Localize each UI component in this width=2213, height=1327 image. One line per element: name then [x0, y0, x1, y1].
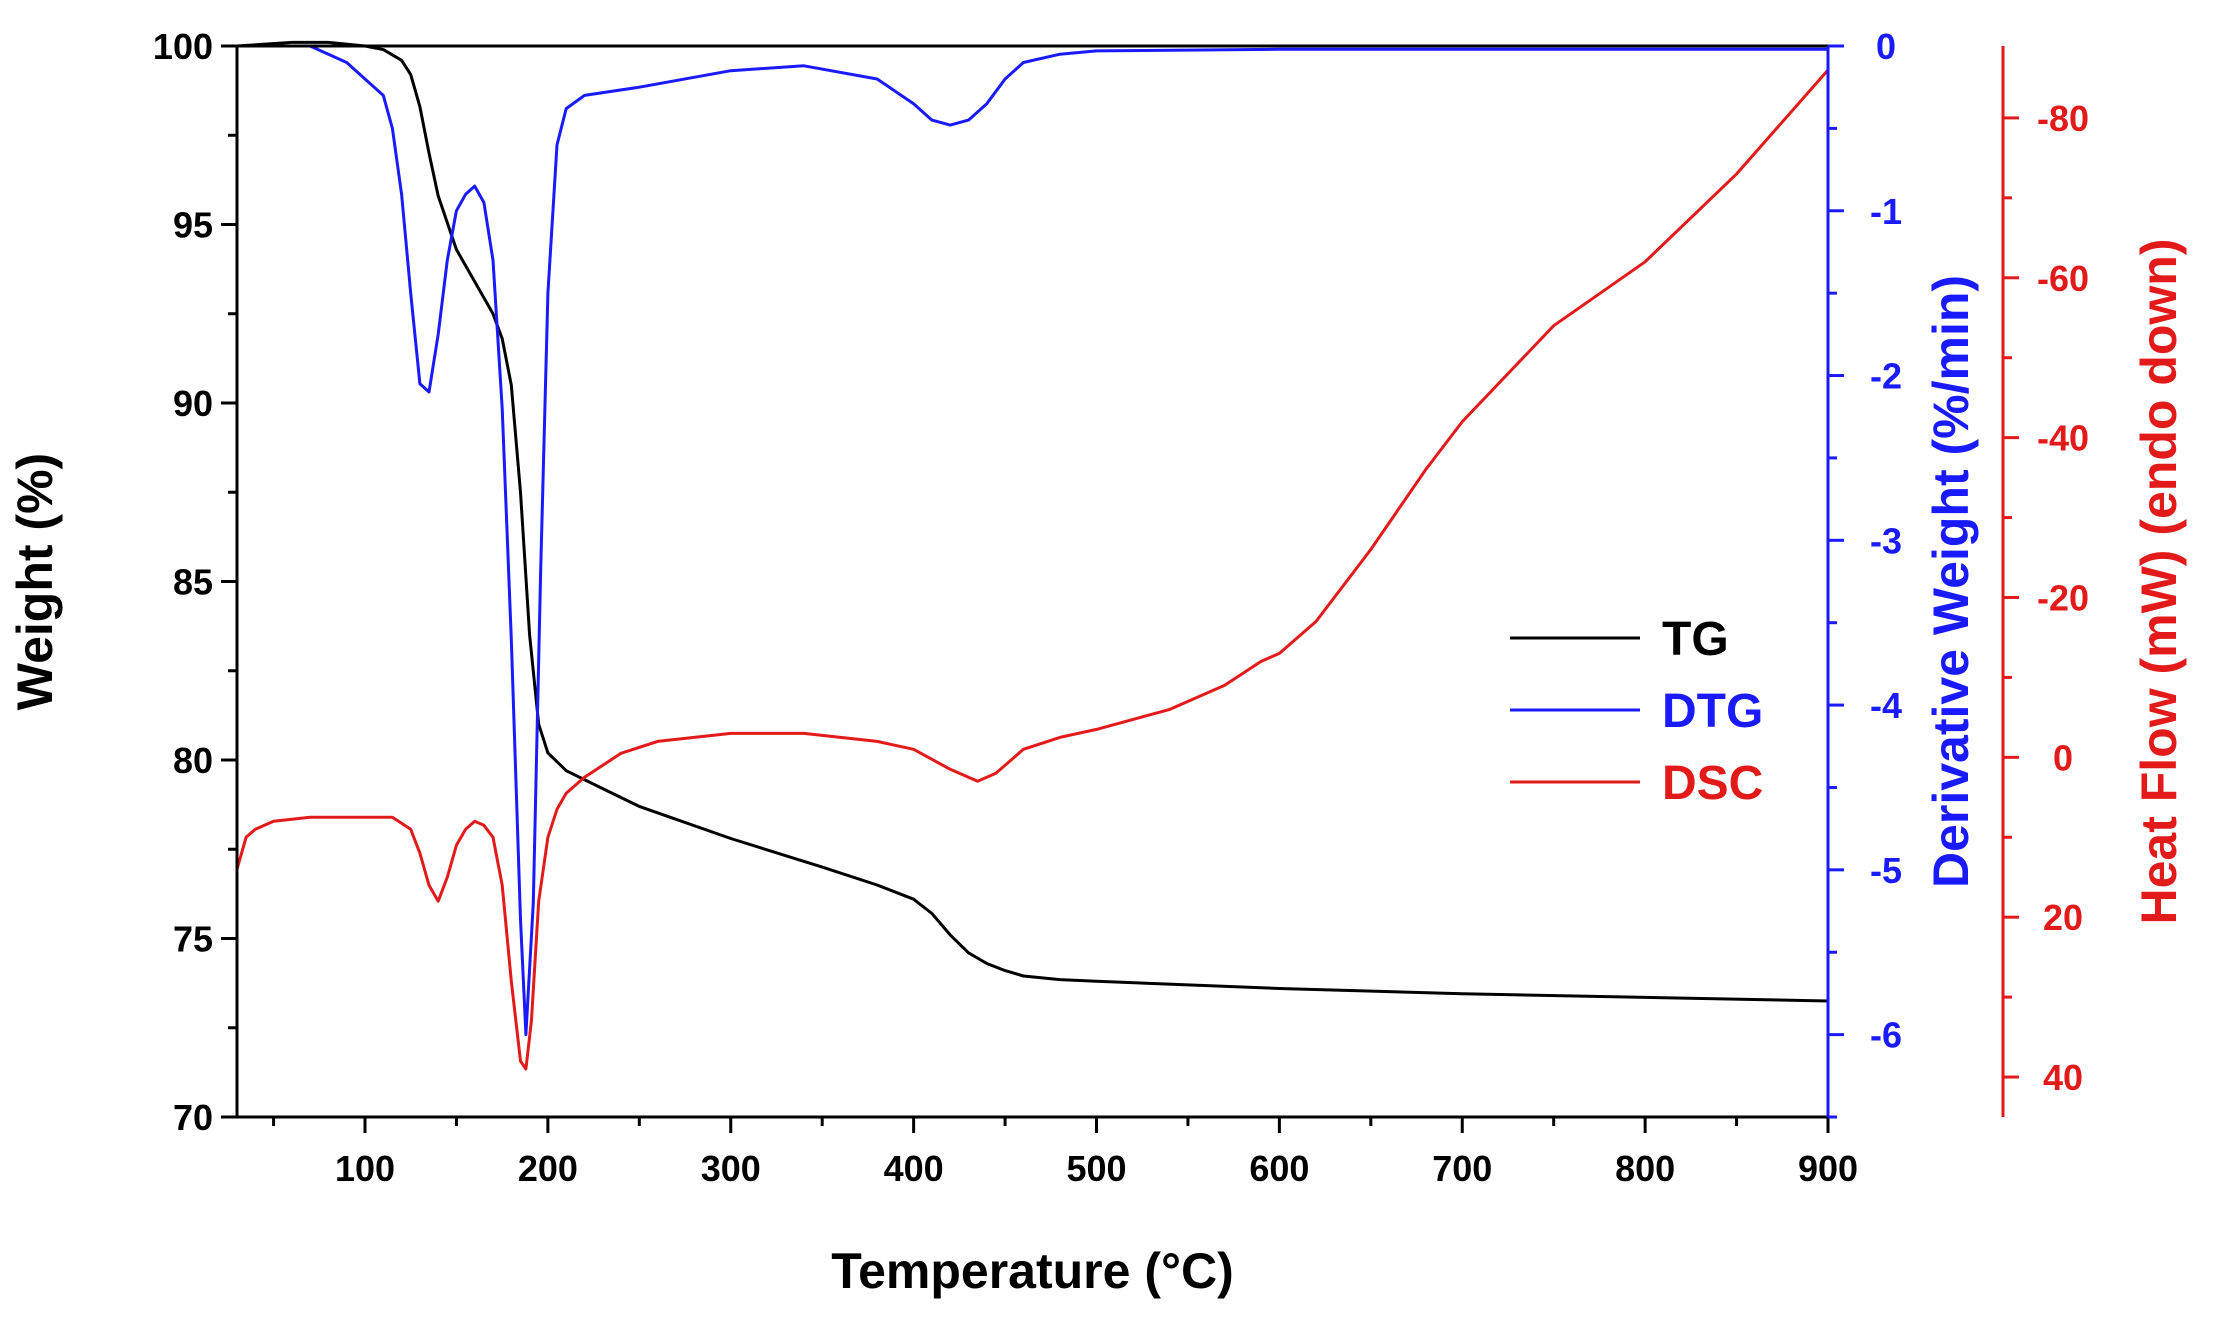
- series-line-tg: [236, 40, 1829, 1003]
- dsc-tick-label: -40: [2037, 418, 2089, 459]
- dtg-tick-label: -2: [1870, 356, 1902, 397]
- dtg-axis-title: Derivative Weight (%/min): [1923, 275, 1979, 888]
- dsc-tick-label: 40: [2043, 1057, 2083, 1098]
- x-tick-label: 600: [1249, 1148, 1309, 1189]
- x-tick-label: 100: [335, 1148, 395, 1189]
- left-tick-label: 75: [173, 919, 213, 960]
- dsc-axis-title: Heat Flow (mW) (endo down): [2131, 238, 2187, 924]
- legend-label-dtg: DTG: [1662, 685, 1763, 738]
- dtg-tick-label: -4: [1870, 685, 1902, 726]
- dsc-tick-label: 0: [2053, 737, 2073, 778]
- left-axis-title: Weight (%): [7, 453, 63, 710]
- legend-label-tg: TG: [1662, 613, 1729, 666]
- x-tick-label: 900: [1798, 1148, 1858, 1189]
- dtg-tick-label: 0: [1876, 26, 1896, 67]
- series-layer: [235, 40, 1830, 1071]
- axes-layer: [221, 44, 2019, 1133]
- x-axis-title: Temperature (°C): [831, 1243, 1233, 1299]
- dsc-tick-label: 20: [2043, 897, 2083, 938]
- dsc-tick-label: -20: [2037, 577, 2089, 618]
- dsc-tick-label: -80: [2037, 98, 2089, 139]
- dtg-tick-label: -6: [1870, 1015, 1902, 1056]
- left-tick-label: 85: [173, 562, 213, 603]
- x-tick-label: 800: [1615, 1148, 1675, 1189]
- dtg-tick-label: -1: [1870, 191, 1902, 232]
- dtg-tick-label: -3: [1870, 520, 1902, 561]
- labels-layer: 100 200 300 400 500 600 700 800 9007075808590951…: [7, 26, 2187, 1299]
- legend-label-dsc: DSC: [1662, 757, 1763, 810]
- x-tick-label: 400: [884, 1148, 944, 1189]
- dtg-tick-label: -5: [1870, 850, 1902, 891]
- series-line-dsc: [235, 69, 1830, 1071]
- left-tick-label: 95: [173, 205, 213, 246]
- left-tick-label: 100: [153, 26, 213, 67]
- dsc-tick-label: -60: [2037, 258, 2089, 299]
- left-tick-label: 70: [173, 1097, 213, 1138]
- left-tick-label: 80: [173, 740, 213, 781]
- x-tick-label: 200: [518, 1148, 578, 1189]
- x-tick-label: 500: [1066, 1148, 1126, 1189]
- x-tick-label: 300: [701, 1148, 761, 1189]
- series-line-dtg: [237, 44, 1828, 1037]
- legend: TG DTG DSC: [1510, 613, 1763, 810]
- left-tick-label: 90: [173, 383, 213, 424]
- x-tick-label: 700: [1432, 1148, 1492, 1189]
